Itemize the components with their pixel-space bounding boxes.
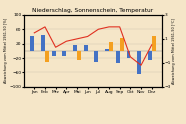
Lufttemperatur	[44, 26, 46, 28]
Bar	[105, 49, 109, 51]
Y-axis label: Abweichung vom Mittel 1961-90 [°C]: Abweichung vom Mittel 1961-90 [°C]	[172, 18, 176, 84]
Lufttemperatur	[86, 36, 89, 37]
Bar	[31, 36, 34, 51]
Title: Niederschlag, Sonnenschein, Temperatur: Niederschlag, Sonnenschein, Temperatur	[32, 8, 154, 13]
Bar	[45, 51, 49, 62]
Bar	[116, 51, 120, 63]
Y-axis label: Abweichung vom Mittel 1961-90 [%]: Abweichung vom Mittel 1961-90 [%]	[4, 18, 8, 83]
Lufttemperatur	[118, 26, 121, 28]
Bar	[94, 51, 98, 62]
Lufttemperatur	[54, 46, 57, 48]
Bar	[137, 51, 141, 74]
Lufttemperatur	[33, 32, 35, 34]
Lufttemperatur	[76, 38, 78, 40]
Bar	[109, 42, 113, 51]
Lufttemperatur	[151, 44, 153, 46]
Bar	[148, 51, 152, 60]
Bar	[126, 51, 130, 58]
Bar	[120, 38, 124, 51]
Bar	[73, 46, 77, 51]
Bar	[77, 51, 81, 60]
Bar	[84, 46, 88, 51]
Bar	[152, 36, 155, 51]
Bar	[52, 51, 56, 56]
Lufttemperatur	[140, 64, 142, 66]
Lufttemperatur	[97, 29, 100, 30]
Lufttemperatur	[65, 41, 68, 42]
Bar	[41, 35, 45, 51]
Lufttemperatur	[129, 56, 132, 58]
Bar	[62, 51, 66, 56]
Lufttemperatur	[108, 26, 110, 28]
Line: Lufttemperatur: Lufttemperatur	[34, 27, 152, 65]
